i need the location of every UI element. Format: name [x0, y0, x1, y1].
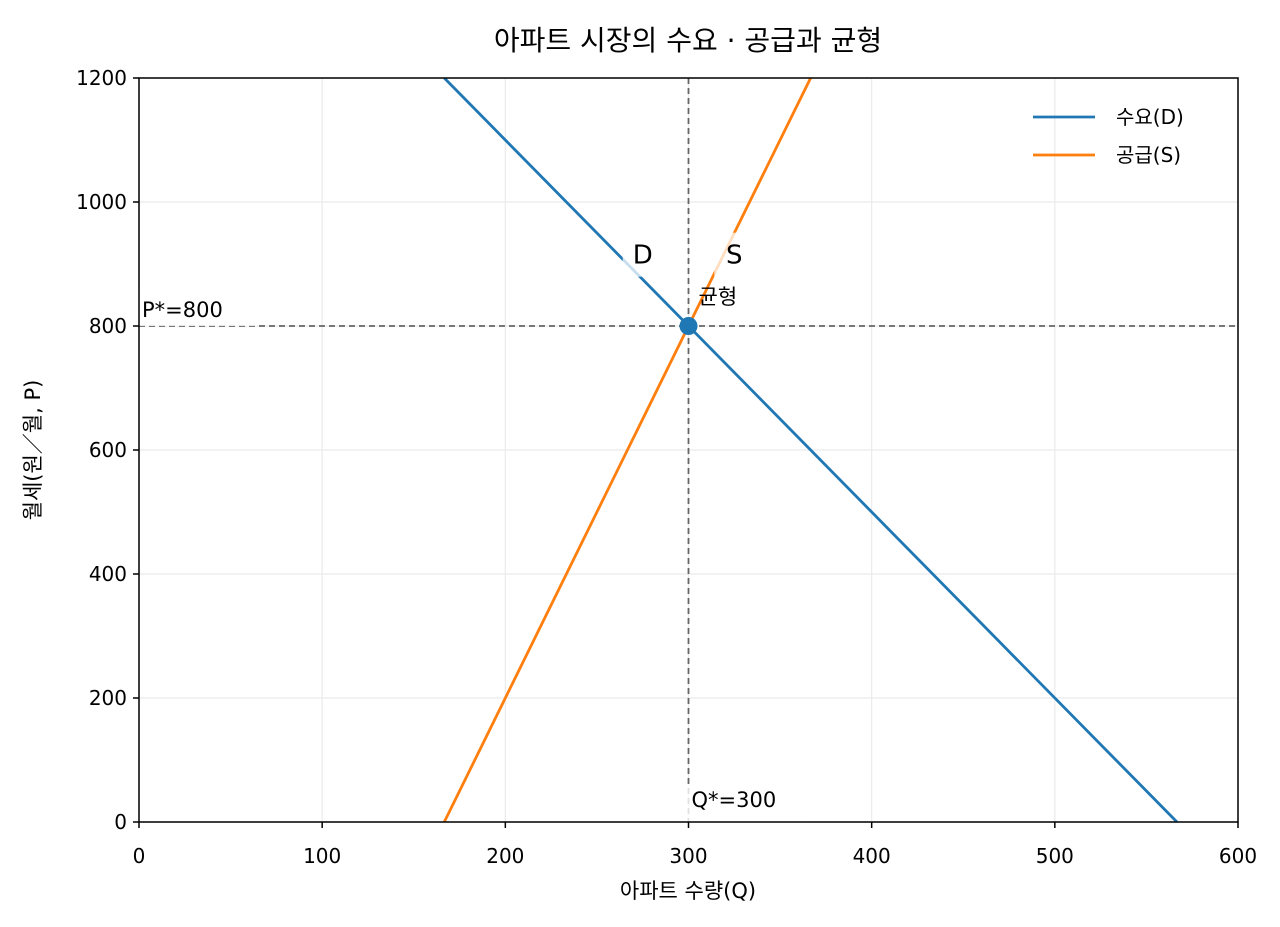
x-tick-label: 400 [853, 844, 891, 868]
axis-ticks: 0 100 200 300 400 500 600 0 200 400 600 800 1000 1200 [76, 66, 1257, 868]
price-label-box [131, 286, 257, 326]
chart-title: 아파트 시장의 수요 · 공급과 균형 [494, 24, 882, 57]
equilibrium-quantity-label: Q*=300 [692, 788, 777, 812]
y-tick-label: 800 [89, 314, 127, 338]
curve-label-box [622, 232, 663, 277]
equilibrium-label: 균형 [699, 285, 738, 309]
equilibrium-point [679, 317, 698, 335]
x-tick-label: 300 [669, 844, 707, 868]
y-tick-label: 600 [89, 438, 127, 462]
x-tick-label: 0 [133, 844, 146, 868]
y-tick-label: 1200 [76, 66, 127, 90]
demand-curve-label: D [633, 241, 653, 271]
x-axis-label: 아파트 수량(Q) [620, 879, 756, 903]
curve-label-box [714, 232, 755, 277]
x-tick-label: 600 [1219, 844, 1257, 868]
y-tick-label: 0 [114, 810, 127, 834]
annotations: D S 균형 P*=800 Q*=300 [131, 78, 1238, 822]
y-tick-label: 200 [89, 686, 127, 710]
demand-line [443, 78, 1178, 822]
legend: 수요(D) 공급(S) [1033, 105, 1184, 167]
legend-entry-label: 수요(D) [1116, 105, 1184, 129]
supply-line [443, 78, 812, 822]
y-tick-label: 1000 [76, 190, 127, 214]
supply-curve-label: S [726, 241, 743, 271]
equilibrium-price-label: P*=800 [142, 298, 223, 322]
plot-area [443, 78, 1178, 822]
x-tick-label: 100 [303, 844, 341, 868]
x-tick-label: 200 [486, 844, 524, 868]
legend-entry-label: 공급(S) [1116, 143, 1181, 167]
quantity-label-box [680, 784, 809, 822]
x-tick-label: 500 [1036, 844, 1074, 868]
y-tick-label: 400 [89, 562, 127, 586]
y-axis-label: 월세(원／월, P) [21, 380, 45, 521]
